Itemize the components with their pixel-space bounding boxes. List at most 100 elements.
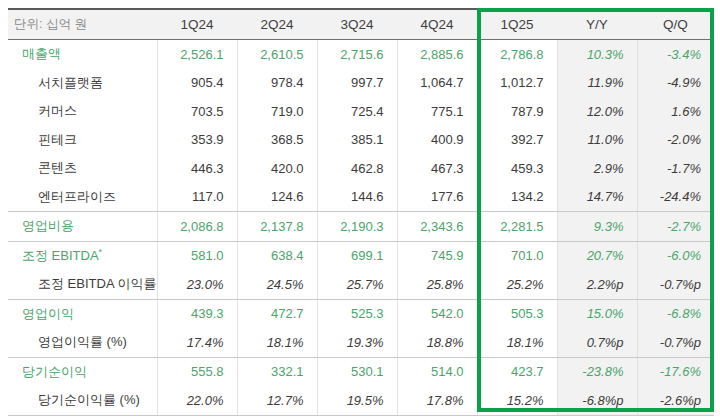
cell-Q-Q: -6.8%	[637, 299, 714, 328]
cell-1Q24: 117.0	[157, 183, 237, 212]
cell-1Q24: 555.8	[157, 357, 237, 386]
cell-4Q24: 25.8%	[397, 270, 477, 299]
cell-1Q25: 787.9	[477, 97, 557, 126]
cell-3Q24: 699.1	[317, 241, 397, 270]
cell-1Q24: 446.3	[157, 154, 237, 183]
table-row: 매출액2,526.12,610.52,715.62,885.62,786.810…	[8, 40, 714, 69]
row-label: 커머스	[8, 97, 157, 126]
quarterly-results-table: 단위: 십억 원1Q242Q243Q244Q241Q25Y/YQ/Q 매출액 2,…	[8, 8, 714, 416]
cell-Q-Q: -4.9%	[637, 69, 714, 98]
row-label-text: 매출액	[22, 46, 61, 61]
cell-2Q24: 420.0	[237, 154, 317, 183]
cell-4Q24: 514.0	[397, 357, 477, 386]
cell-1Q24: 17.4%	[157, 328, 237, 357]
cell-Y-Y: 2.9%	[557, 154, 637, 183]
cell-3Q24: 997.7	[317, 69, 397, 98]
cell-2Q24: 24.5%	[237, 270, 317, 299]
cell-4Q24: 2,885.6	[397, 40, 477, 69]
cell-Q-Q: 1.6%	[637, 97, 714, 126]
cell-1Q25: 2,281.5	[477, 212, 557, 242]
cell-Y-Y: -6.8%p	[557, 386, 637, 415]
cell-4Q24: 177.6	[397, 183, 477, 212]
cell-4Q24: 400.9	[397, 126, 477, 155]
cell-3Q24: 725.4	[317, 97, 397, 126]
cell-3Q24: 2,715.6	[317, 40, 397, 69]
cell-1Q24: 22.0%	[157, 386, 237, 415]
row-label-text: 커머스	[38, 103, 77, 118]
row-label: 당기순이익	[8, 357, 157, 386]
cell-3Q24: 144.6	[317, 183, 397, 212]
cell-1Q25: 701.0	[477, 241, 557, 270]
cell-Q-Q: -3.4%	[637, 40, 714, 69]
row-label: 영업비용	[8, 212, 157, 242]
col-header-4Q24: 4Q24	[397, 9, 477, 40]
cell-2Q24: 124.6	[237, 183, 317, 212]
row-label-text: 당기순이익	[22, 364, 87, 379]
table-row: 엔터프라이즈117.0124.6144.6177.6134.214.7%-24.…	[8, 183, 714, 212]
cell-2Q24: 2,137.8	[237, 212, 317, 242]
cell-Y-Y: 15.0%	[557, 299, 637, 328]
table-row: 커머스703.5719.0725.4775.1787.912.0%1.6%	[8, 97, 714, 126]
cell-1Q25: 25.2%	[477, 270, 557, 299]
cell-Q-Q: -0.7%p	[637, 270, 714, 299]
row-label: 영업이익률 (%)	[8, 328, 157, 357]
cell-Y-Y: 14.7%	[557, 183, 637, 212]
cell-2Q24: 332.1	[237, 357, 317, 386]
cell-Q-Q: -2.7%	[637, 212, 714, 242]
cell-Q-Q: -17.6%	[637, 357, 714, 386]
cell-Q-Q: -0.7%p	[637, 328, 714, 357]
cell-1Q25: 18.1%	[477, 328, 557, 357]
cell-2Q24: 472.7	[237, 299, 317, 328]
table-row: 영업이익439.3472.7525.3542.0505.315.0%-6.8%	[8, 299, 714, 328]
cell-3Q24: 530.1	[317, 357, 397, 386]
cell-3Q24: 2,190.3	[317, 212, 397, 242]
col-header-Y-Y: Y/Y	[557, 9, 637, 40]
cell-1Q24: 581.0	[157, 241, 237, 270]
table-row: 당기순이익555.8332.1530.1514.0423.7-23.8%-17.…	[8, 357, 714, 386]
table-row: 영업비용2,086.82,137.82,190.32,343.62,281.59…	[8, 212, 714, 242]
cell-4Q24: 18.8%	[397, 328, 477, 357]
cell-Y-Y: 12.0%	[557, 97, 637, 126]
row-label-text: 조정 EBITDA 이익률 (%)	[38, 276, 157, 291]
cell-2Q24: 368.5	[237, 126, 317, 155]
cell-Y-Y: 9.3%	[557, 212, 637, 242]
table-row: 당기순이익률 (%)22.0%12.7%19.5%17.8%15.2%-6.8%…	[8, 386, 714, 415]
row-label-text: 조정 EBITDA	[22, 248, 99, 263]
cell-1Q24: 23.0%	[157, 270, 237, 299]
cell-1Q25: 2,786.8	[477, 40, 557, 69]
table-row: 조정 EBITDA 이익률 (%)23.0%24.5%25.7%25.8%25.…	[8, 270, 714, 299]
col-header-Q-Q: Q/Q	[637, 9, 714, 40]
cell-3Q24: 462.8	[317, 154, 397, 183]
footnote-asterisk: *	[99, 246, 103, 256]
cell-1Q24: 353.9	[157, 126, 237, 155]
table-row: 핀테크353.9368.5385.1400.9392.711.0%-2.0%	[8, 126, 714, 155]
cell-3Q24: 19.3%	[317, 328, 397, 357]
unit-label: 단위: 십억 원	[8, 9, 157, 40]
col-header-1Q24: 1Q24	[157, 9, 237, 40]
row-label-text: 엔터프라이즈	[38, 189, 116, 204]
row-label: 조정 EBITDA 이익률 (%)	[8, 270, 157, 299]
cell-2Q24: 978.4	[237, 69, 317, 98]
cell-1Q24: 2,526.1	[157, 40, 237, 69]
cell-4Q24: 467.3	[397, 154, 477, 183]
cell-4Q24: 17.8%	[397, 386, 477, 415]
cell-3Q24: 525.3	[317, 299, 397, 328]
row-label: 핀테크	[8, 126, 157, 155]
cell-2Q24: 2,610.5	[237, 40, 317, 69]
cell-Q-Q: -6.0%	[637, 241, 714, 270]
financial-results-table: 단위: 십억 원1Q242Q243Q244Q241Q25Y/YQ/Q 매출액 2,…	[8, 8, 714, 416]
row-label: 영업이익	[8, 299, 157, 328]
cell-Y-Y: -23.8%	[557, 357, 637, 386]
cell-2Q24: 18.1%	[237, 328, 317, 357]
cell-3Q24: 25.7%	[317, 270, 397, 299]
table-header-row: 단위: 십억 원1Q242Q243Q244Q241Q25Y/YQ/Q	[8, 9, 714, 40]
table-row: 콘텐츠446.3420.0462.8467.3459.32.9%-1.7%	[8, 154, 714, 183]
cell-1Q24: 439.3	[157, 299, 237, 328]
cell-4Q24: 2,343.6	[397, 212, 477, 242]
col-header-1Q25: 1Q25	[477, 9, 557, 40]
row-label: 콘텐츠	[8, 154, 157, 183]
row-label-text: 서치플랫폼	[38, 75, 103, 90]
cell-1Q25: 392.7	[477, 126, 557, 155]
row-label: 매출액	[8, 40, 157, 69]
cell-Q-Q: -2.0%	[637, 126, 714, 155]
